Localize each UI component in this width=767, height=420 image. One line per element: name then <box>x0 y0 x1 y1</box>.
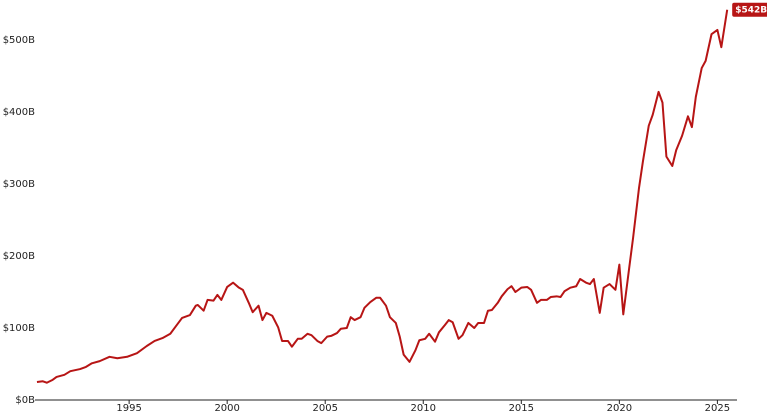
x-tick-label: 2010 <box>411 403 436 414</box>
y-tick-label: $100B <box>3 323 35 334</box>
y-tick-label: $0B <box>15 395 35 406</box>
line <box>36 9 729 384</box>
y-tick-label: $300B <box>3 179 35 190</box>
x-tick-label: 2025 <box>705 403 730 414</box>
x-tick-label: 2005 <box>312 403 337 414</box>
x-tick-label: 2000 <box>214 403 239 414</box>
value-label: $542B <box>735 5 767 15</box>
y-tick-label: $200B <box>3 251 35 262</box>
x-tick-label: 2020 <box>607 403 632 414</box>
x-tick-label: 2015 <box>509 403 534 414</box>
y-tick-label: $500B <box>3 35 35 46</box>
x-tick-label: 1995 <box>116 403 141 414</box>
value-label-badge <box>732 2 767 17</box>
y-tick-label: $400B <box>3 107 35 118</box>
